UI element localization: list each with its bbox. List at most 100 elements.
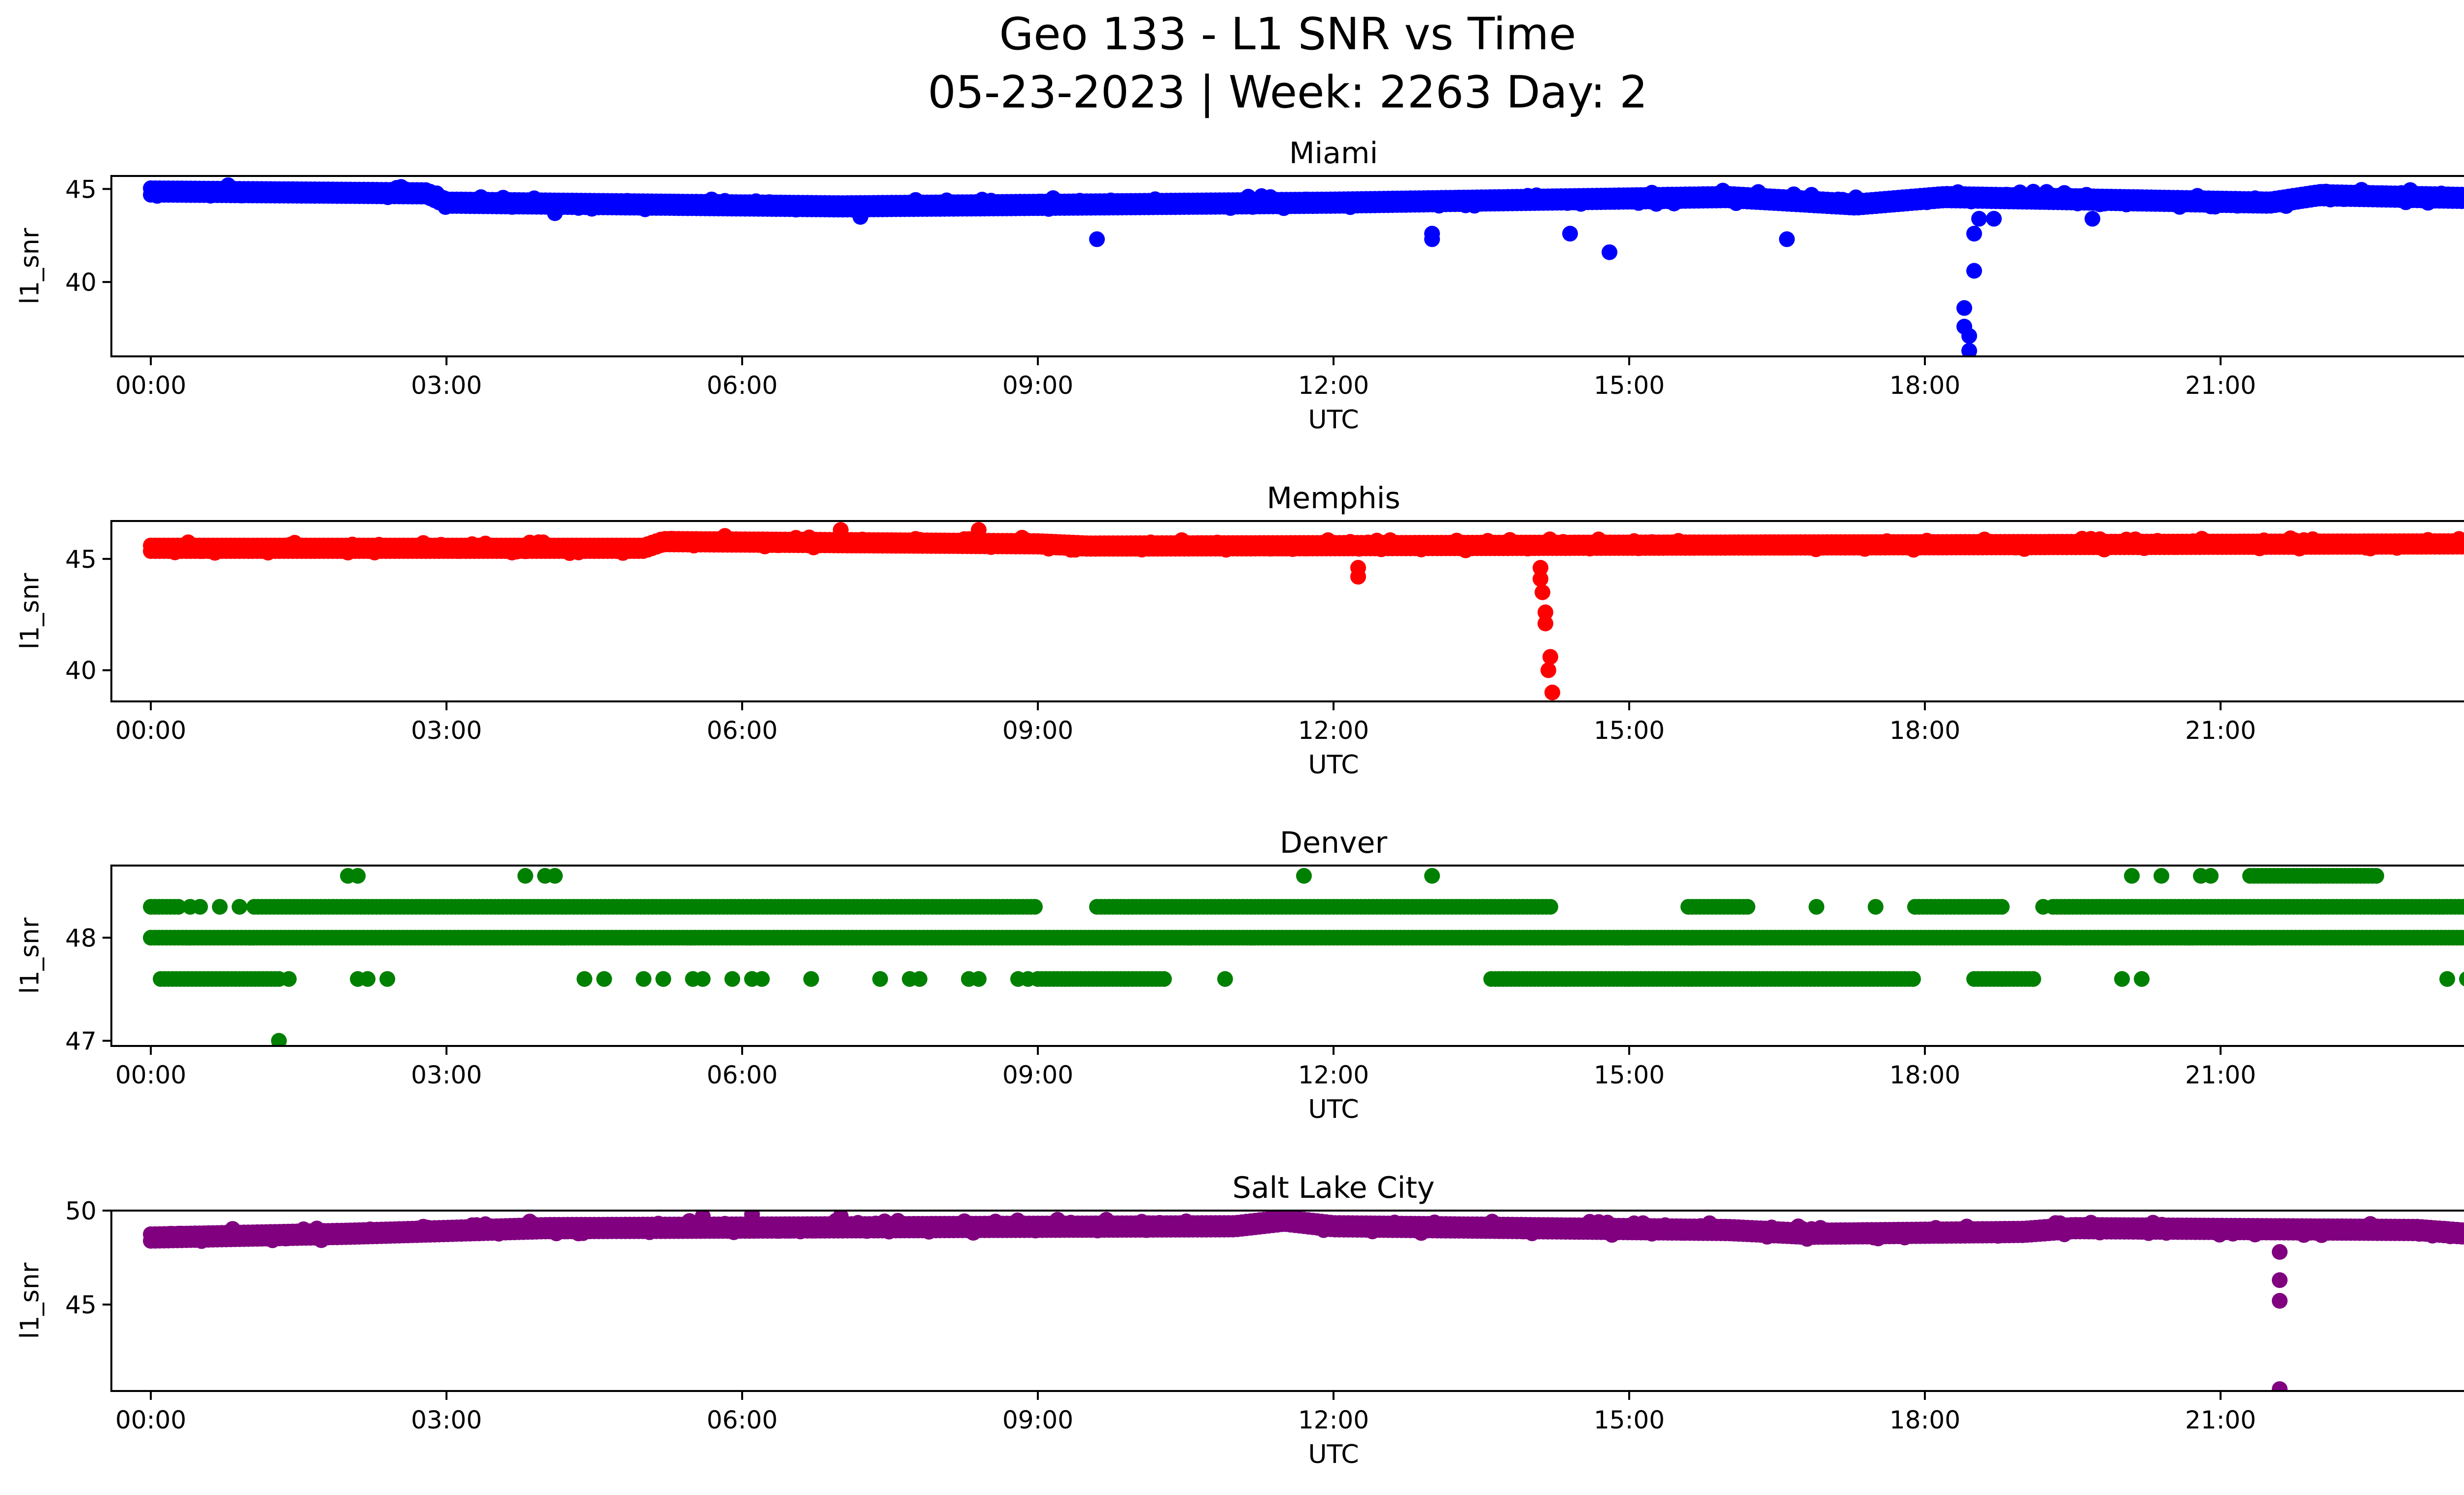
data-point [1533,559,1548,576]
data-point [724,971,740,987]
data-point [1156,971,1172,987]
data-point [1217,971,1233,987]
axes-frame [110,865,2464,1047]
data-point [1020,971,1036,987]
data-point [1961,343,1977,356]
x-tick-label: 03:00 [411,371,482,400]
data-point [655,971,671,987]
x-tick-label: 06:00 [707,1061,778,1089]
data-point [1779,231,1795,247]
x-tick-label: 09:00 [1002,1061,1073,1089]
x-tick-label: 21:00 [2185,371,2256,400]
data-point [1740,899,1755,915]
data-point [971,971,987,987]
data-point [360,971,376,987]
data-point [547,868,563,884]
data-point [171,899,186,915]
data-point [1542,649,1558,665]
data-point [271,1033,287,1046]
x-tick-label: 09:00 [1002,716,1073,745]
data-point [1602,244,1617,260]
x-tick-label: 12:00 [1298,371,1369,400]
subplot-title: Miami [1289,136,1378,171]
y-tick-label: 48 [65,924,97,952]
data-point [2085,210,2100,227]
data-point [1905,971,1921,987]
data-point [281,971,297,987]
data-point [636,971,651,987]
x-tick-label: 15:00 [1594,716,1665,745]
data-point [912,971,927,987]
x-tick-label: 06:00 [707,716,778,745]
data-point [1956,300,1972,316]
series-points [143,1211,2464,1391]
x-tick-label: 21:00 [2185,1061,2256,1089]
data-point [1350,569,1366,585]
x-tick-label: 15:00 [1594,371,1665,400]
y-tick-label: 40 [65,268,97,297]
data-point [1562,226,1578,242]
data-point [2035,899,2051,915]
x-tick-label: 00:00 [115,716,186,745]
data-point [1535,584,1550,600]
data-point [1971,210,1987,227]
data-point [1544,684,1560,700]
data-point [2124,868,2140,884]
x-tick-label: 00:00 [115,1061,186,1089]
data-point [2134,971,2150,987]
data-point [577,971,592,987]
x-tick-label: 09:00 [1002,371,1073,400]
x-axis-label: UTC [1308,405,1359,435]
data-point [2459,972,2464,986]
data-point [2439,971,2455,987]
y-axis-label: l1_snr [15,573,45,650]
data-point [2114,971,2130,987]
data-point [2463,190,2464,200]
data-point [2463,197,2464,206]
data-point [1966,263,1982,279]
data-point [2203,868,2219,884]
data-point [971,522,987,538]
data-point [1966,226,1982,242]
data-point [1533,571,1548,587]
data-point [2459,899,2464,914]
y-tick-label: 47 [65,1027,97,1056]
y-axis-label: l1_snr [15,228,45,305]
y-tick-label: 45 [65,175,97,204]
data-point [833,522,849,538]
x-tick-label: 18:00 [1889,371,1960,400]
data-point [379,971,395,987]
y-axis-label: l1_snr [15,917,45,994]
data-point [872,971,888,987]
x-tick-label: 12:00 [1298,1061,1369,1089]
series-points [143,177,2464,356]
x-tick-label: 03:00 [411,716,482,745]
x-tick-label: 18:00 [1889,1061,1960,1089]
y-tick-label: 40 [65,657,97,685]
data-point [517,868,533,884]
data-point [803,971,819,987]
data-point [2458,187,2464,203]
data-point [1809,899,1824,915]
series-points [143,868,2464,1046]
data-point [2463,536,2464,546]
data-point [1089,231,1105,247]
data-point [1994,899,2010,915]
data-point [2461,931,2464,944]
data-point [1986,210,2002,227]
data-point [547,205,563,221]
data-point [754,971,770,987]
data-point [2025,971,2041,987]
data-point [2154,868,2169,884]
x-axis-label: UTC [1308,750,1359,780]
data-point [192,899,208,915]
figure-title-line2: 05-23-2023 | Week: 2263 Day: 2 [927,67,1647,118]
data-point [232,899,247,915]
x-tick-label: 06:00 [707,371,778,400]
data-point [2368,868,2384,884]
data-point [212,899,228,915]
